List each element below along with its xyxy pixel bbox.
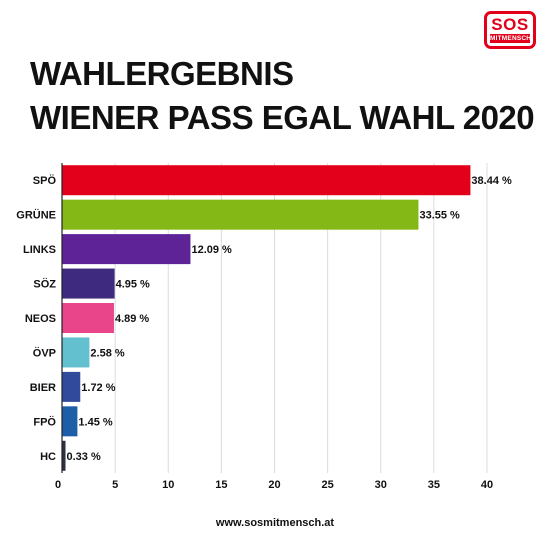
x-tick-label-6: 30 [375, 479, 387, 491]
bar-6 [62, 371, 81, 402]
category-label-7: FPÖ [33, 415, 56, 428]
category-label-0: SPÖ [33, 174, 57, 187]
logo-sub-text: MITMENSCH [490, 34, 532, 43]
category-label-8: HC [40, 451, 56, 463]
category-label-3: SÖZ [33, 278, 56, 291]
x-tick-label-4: 20 [268, 479, 280, 491]
category-label-1: GRÜNE [16, 209, 56, 222]
chart-title: WAHLERGEBNIS WIENER PASS EGAL WAHL 2020 [30, 52, 535, 140]
value-label-1: 33.55 % [419, 210, 460, 222]
value-label-7: 1.45 % [78, 416, 112, 428]
x-tick-label-2: 10 [162, 479, 174, 491]
category-label-6: BIER [30, 382, 56, 394]
sos-mitmensch-logo: SOS MITMENSCH [484, 11, 536, 49]
x-tick-label-5: 25 [322, 479, 334, 491]
x-tick-label-1: 5 [112, 479, 118, 491]
website-footer: www.sosmitmensch.at [215, 517, 335, 529]
bar-1 [62, 199, 419, 230]
bar-2 [62, 234, 191, 265]
x-tick-label-7: 35 [428, 479, 440, 491]
bar-8 [62, 440, 66, 471]
bar-4 [62, 303, 114, 333]
category-label-2: LINKS [23, 244, 56, 256]
value-label-2: 12.09 % [191, 244, 232, 256]
chart-title-line-2: WIENER PASS EGAL WAHL 2020 [30, 99, 535, 136]
value-label-3: 4.95 % [116, 279, 150, 291]
value-label-0: 38.44 % [471, 175, 512, 187]
logo-main-text: SOS [491, 15, 529, 34]
bar-3 [62, 268, 115, 299]
value-label-6: 1.72 % [81, 382, 115, 394]
bar-5 [62, 337, 90, 368]
x-tick-label-3: 15 [215, 479, 227, 491]
category-label-4: NEOS [25, 313, 56, 325]
x-tick-label-0: 0 [55, 479, 61, 491]
chart-title-line-1: WAHLERGEBNIS [30, 55, 294, 92]
bar-0 [62, 165, 471, 196]
x-tick-label-8: 40 [481, 479, 493, 491]
value-label-4: 4.89 % [115, 313, 149, 325]
category-label-5: ÖVP [33, 346, 56, 359]
value-label-5: 2.58 % [90, 347, 124, 359]
value-label-8: 0.33 % [67, 451, 101, 463]
bar-7 [62, 406, 78, 437]
